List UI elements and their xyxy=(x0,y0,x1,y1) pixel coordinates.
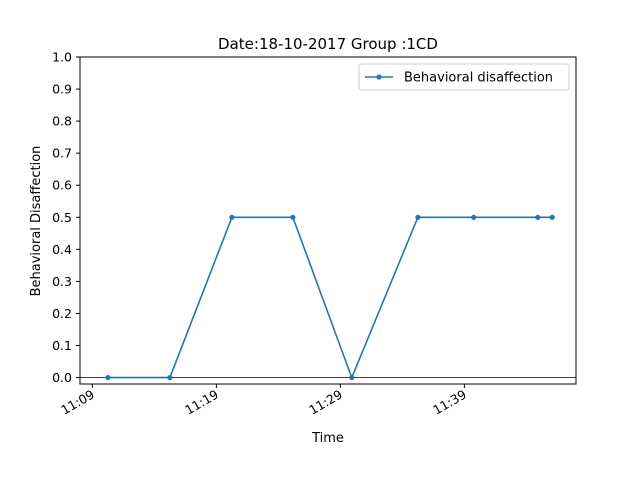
axes-frame xyxy=(79,56,577,385)
data-point xyxy=(471,214,477,220)
y-tick-label: 1.0 xyxy=(52,50,72,65)
plot-area: 0.00.10.20.30.40.50.60.70.80.91.011:09 11… xyxy=(52,50,577,418)
data-point xyxy=(415,214,421,220)
data-point xyxy=(167,374,173,381)
y-tick-label: 0.7 xyxy=(52,146,72,161)
y-tick-label: 0.8 xyxy=(52,114,72,129)
legend-box xyxy=(358,63,570,91)
y-tick-label: 0.4 xyxy=(52,242,72,257)
legend: Behavioral disaffection xyxy=(358,63,570,91)
data-point xyxy=(349,374,355,381)
chart-title: Date:18-10-2017 Group :1CD xyxy=(218,35,438,53)
data-point xyxy=(229,214,235,220)
data-point xyxy=(290,214,296,220)
y-tick-label: 0.2 xyxy=(52,306,72,321)
legend-entry-label: Behavioral disaffection xyxy=(404,71,553,86)
y-tick-label: 0.6 xyxy=(52,178,72,193)
legend-marker-swatch xyxy=(376,74,382,80)
y-tick-label: 0.9 xyxy=(52,82,72,97)
y-tick-label: 0.3 xyxy=(52,274,72,289)
y-tick-label: 0.1 xyxy=(52,338,72,353)
data-point xyxy=(535,214,541,220)
y-tick-label: 0.5 xyxy=(52,210,72,225)
data-point xyxy=(549,214,555,220)
x-axis-label: Time xyxy=(311,431,344,446)
y-tick-label: 0.0 xyxy=(52,370,72,385)
data-point xyxy=(105,374,111,381)
y-axis-label: Behavioral Disaffection xyxy=(29,146,44,297)
